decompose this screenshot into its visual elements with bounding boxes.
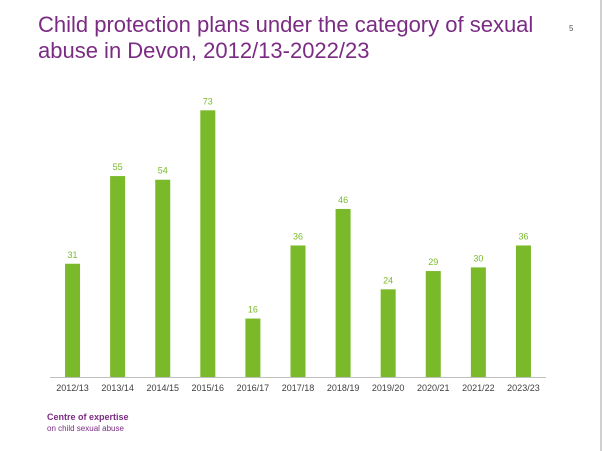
- bar-2013/14: [110, 176, 126, 377]
- x-tick-label-2017/18: 2017/18: [282, 383, 315, 393]
- footer-org-subtitle: on child sexual abuse: [47, 424, 124, 433]
- bar-2017/18: [290, 245, 306, 377]
- data-label-2018/19: 46: [338, 195, 348, 205]
- x-tick-label-2014/15: 2014/15: [146, 383, 179, 393]
- page-title: Child protection plans under the categor…: [38, 12, 534, 63]
- bar-2016/17: [245, 318, 261, 377]
- data-label-2020/21: 29: [428, 257, 438, 267]
- slide-number: 5: [569, 24, 574, 33]
- footer: Centre of expertise on child sexual abus…: [47, 411, 129, 434]
- bar-2020/21: [425, 271, 441, 377]
- bar-2014/15: [155, 179, 171, 377]
- bar-2021/22: [470, 267, 486, 377]
- data-label-2021/22: 30: [473, 253, 483, 263]
- x-tick-label-2019/20: 2019/20: [372, 383, 405, 393]
- bar-2023/23: [515, 245, 531, 377]
- data-label-2013/14: 55: [113, 162, 123, 172]
- data-label-2015/16: 73: [203, 96, 213, 106]
- x-tick-label-2012/13: 2012/13: [56, 383, 89, 393]
- data-label-2016/17: 16: [248, 305, 258, 315]
- bar-2019/20: [380, 289, 396, 377]
- footer-org-name: Centre of expertise: [47, 412, 129, 422]
- bar-2015/16: [200, 110, 216, 377]
- bar-2018/19: [335, 208, 351, 377]
- x-tick-label-2015/16: 2015/16: [192, 383, 225, 393]
- data-label-2023/23: 36: [518, 231, 528, 241]
- x-tick-label-2016/17: 2016/17: [237, 383, 270, 393]
- x-tick-label-2020/21: 2020/21: [417, 383, 450, 393]
- x-tick-label-2023/23: 2023/23: [507, 383, 540, 393]
- data-label-2012/13: 31: [68, 250, 78, 260]
- data-label-2017/18: 36: [293, 231, 303, 241]
- x-tick-label-2018/19: 2018/19: [327, 383, 360, 393]
- x-tick-label-2013/14: 2013/14: [101, 383, 134, 393]
- bar-2012/13: [65, 263, 81, 377]
- data-label-2019/20: 24: [383, 275, 393, 285]
- x-tick-label-2021/22: 2021/22: [462, 383, 495, 393]
- data-label-2014/15: 54: [158, 166, 168, 176]
